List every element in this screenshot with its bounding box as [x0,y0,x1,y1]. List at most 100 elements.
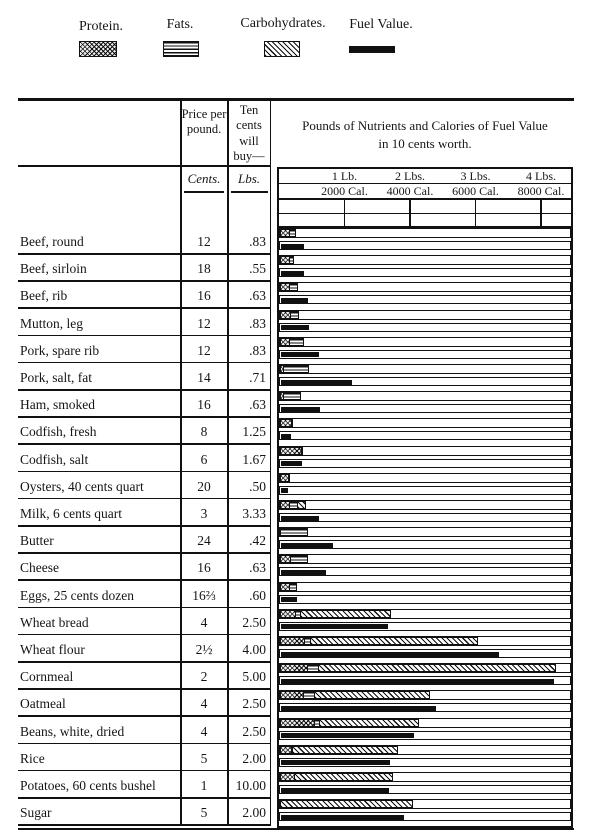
carbohydrates-bar [318,718,420,727]
nutrient-bar-track [279,309,571,320]
food-name: Rice [20,750,45,766]
row-separator [18,769,271,772]
nutrient-bar-track [279,581,571,592]
nutrient-bar-track [279,799,571,810]
protein-bar [280,446,303,455]
chart-legend: Protein. Fats. Carbohydrates. Fuel Value. [0,0,600,70]
row-separator [18,688,271,690]
price-value: 5 [200,805,208,821]
food-name: Codfish, fresh [20,424,97,440]
row-separator [18,552,271,554]
fuel-value-bar [281,515,319,521]
price-value: 5 [200,750,208,766]
fuel-bar-track [279,567,571,577]
table-row: Codfish, fresh 8 1.25 [18,418,271,445]
protein-bar [280,718,315,727]
fuel-value-bar [281,678,554,684]
price-per-pound-header: Price per pound. [181,107,227,137]
food-name: Mutton, leg [20,315,83,331]
chart-title-line1: Pounds of Nutrients and Calories of Fuel… [302,118,548,133]
fuel-bar-track [279,513,571,522]
lbs-value: 2.00 [242,750,266,766]
nutrient-bar-track [279,391,571,402]
ten-cents-will-buy-header: Ten cents will buy— [233,103,265,163]
lbs-value: 1.25 [242,424,266,440]
food-name: Ham, smoked [20,397,95,413]
lbs-value: .83 [249,234,266,249]
fuel-bar-track [279,485,571,495]
lbs-value: .63 [249,560,266,576]
nutrient-bar-track [279,717,571,728]
table-bottom-rule [18,828,574,830]
cal-tick-label: 6000 Cal. [452,184,499,198]
table-row: Butter 24 .42 [18,527,271,554]
fuel-bar-track [279,676,571,686]
col-divider-price [180,101,182,826]
legend-label-carbohydrates: Carbohydrates. [240,16,326,31]
table-top-rule [18,98,574,101]
row-separator [18,416,271,418]
table-row: Beans, white, dried 4 2.50 [18,718,271,745]
lb-tick-label: 2 Lbs. [395,169,425,183]
nutrient-bar-track [279,636,571,646]
price-value: 12 [197,315,211,331]
fats-bar [288,229,296,237]
food-name: Butter [20,533,54,549]
price-value: 16 [197,288,211,304]
row-separator [18,497,271,500]
fats-bar [282,365,310,373]
carbohydrates-bar [299,609,391,618]
fuel-value-bar [281,297,308,303]
header-bottom-rule [18,165,271,167]
protein-bar [280,664,309,673]
lb-tick-label: 1 Lb. [331,169,358,183]
chart-area: 1 Lb. 2 Lbs. 3 Lbs. 4 Lbs. 2000 Cal. 4000 Cal… [277,167,573,828]
row-separator [18,334,271,337]
carbohydrates-bar [294,773,393,781]
fats-bar [288,256,294,265]
table-row: Sugar 5 2.00 [18,799,271,826]
price-value: 14 [197,370,211,385]
fats-bar [301,446,304,455]
lbs-value: .83 [249,342,266,358]
fats-bar [280,528,308,537]
chart-title-line2: in 10 cents worth. [378,135,472,151]
food-name: Oysters, 40 cents quart [20,478,144,494]
fuel-bar-track [279,703,571,713]
food-name: Codfish, salt [20,451,89,467]
lbs-value: .55 [249,261,266,277]
fuel-value-bar [281,379,353,385]
food-name: Beef, sirloin [20,261,87,277]
fats-bar [288,582,297,591]
protein-bar [280,691,305,700]
fuel-bar-track [279,540,571,550]
nutrient-bar-track [279,772,571,782]
food-name: Potatoes, 60 cents bushel [20,778,156,793]
cal-tick-label: 2000 Cal. [321,184,368,198]
lbs-value: 10.00 [235,778,266,793]
fuel-value-bar [281,705,436,711]
food-name: Pork, salt, fat [20,370,92,385]
fuel-value-bar [281,569,326,575]
legend-label-protein: Protein. [79,19,123,34]
lb-tick-label: 3 Lbs. [460,169,491,183]
lbs-value: 3.33 [242,506,266,521]
fuel-bar-track [279,295,571,305]
table-row: Eggs, 25 cents dozen 16⅔ .60 [18,582,271,609]
fuel-value-bar [281,433,291,439]
row-separator [18,253,271,255]
price-value: 3 [200,506,208,521]
fuel-value-bar [281,488,288,494]
price-value: 12 [197,342,211,358]
protein-bar [280,609,296,618]
fuel-bar-track [279,812,571,822]
table-row: Mutton, leg 12 .83 [18,310,271,337]
fuel-value-bar [281,243,304,249]
fuel-bar-track [279,268,571,278]
nutrient-bar-track [279,418,571,429]
fuel-value-bar [281,651,500,657]
cal-tick-label: 8000 Cal. [517,184,565,198]
lb-gridline [343,200,346,226]
fuel-bar-track [279,785,571,794]
row-separator [18,470,271,473]
